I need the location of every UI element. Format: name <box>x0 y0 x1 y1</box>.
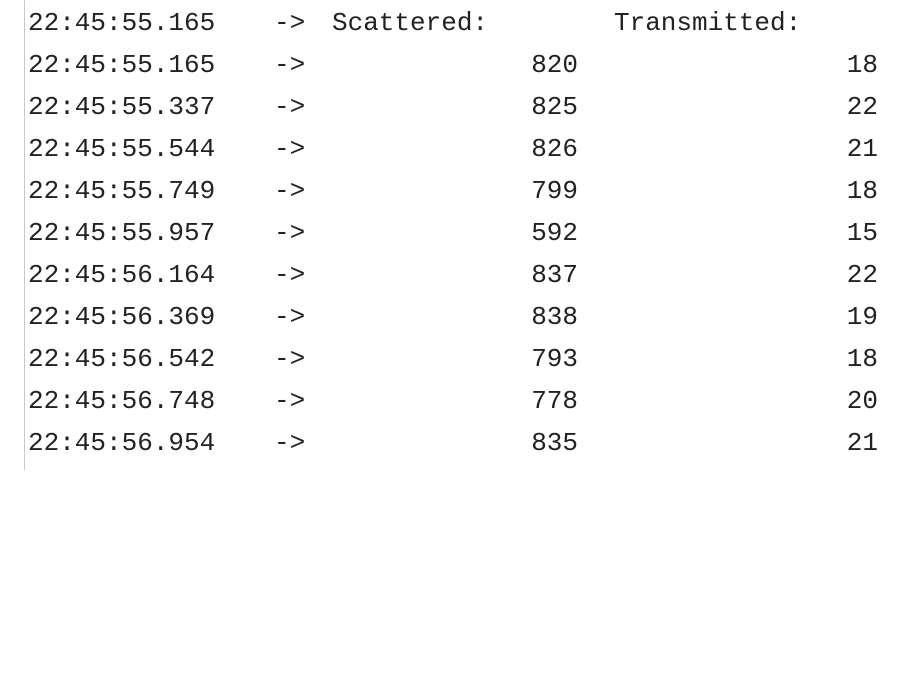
log-line: 22:45:56.164 -> 837 22 <box>28 254 888 296</box>
log-arrow: -> <box>274 50 306 80</box>
log-line: 22:45:55.165 -> 820 18 <box>28 44 888 86</box>
log-timestamp: 22:45:56.954 <box>28 428 216 458</box>
scattered-value: 826 <box>531 134 578 164</box>
output-left-border <box>24 0 25 470</box>
transmitted-value: 18 <box>846 50 878 80</box>
header-arrow: -> <box>274 8 306 38</box>
scattered-value: 837 <box>531 260 578 290</box>
scattered-value: 793 <box>531 344 578 374</box>
log-line: 22:45:56.369 -> 838 19 <box>28 296 888 338</box>
transmitted-value: 20 <box>846 386 878 416</box>
log-timestamp: 22:45:56.748 <box>28 386 216 416</box>
log-arrow: -> <box>274 302 306 332</box>
scattered-value: 592 <box>531 218 578 248</box>
log-timestamp: 22:45:55.749 <box>28 176 216 206</box>
transmitted-value: 18 <box>846 176 878 206</box>
log-line: 22:45:56.954 -> 835 21 <box>28 422 888 464</box>
log-line: 22:45:56.748 -> 778 20 <box>28 380 888 422</box>
log-timestamp: 22:45:56.542 <box>28 344 216 374</box>
scattered-value: 825 <box>531 92 578 122</box>
scattered-value: 835 <box>531 428 578 458</box>
log-arrow: -> <box>274 260 306 290</box>
log-arrow: -> <box>274 218 306 248</box>
scattered-value: 799 <box>531 176 578 206</box>
column-header-transmitted: Transmitted: <box>614 8 802 38</box>
transmitted-value: 15 <box>846 218 878 248</box>
scattered-value: 778 <box>531 386 578 416</box>
log-arrow: -> <box>274 386 306 416</box>
transmitted-value: 18 <box>846 344 878 374</box>
log-timestamp: 22:45:55.957 <box>28 218 216 248</box>
log-line: 22:45:55.337 -> 825 22 <box>28 86 888 128</box>
transmitted-value: 21 <box>846 134 878 164</box>
log-arrow: -> <box>274 428 306 458</box>
transmitted-value: 21 <box>846 428 878 458</box>
log-header-line: 22:45:55.165 -> Scattered: Transmitted: <box>28 2 888 44</box>
log-line: 22:45:56.542 -> 793 18 <box>28 338 888 380</box>
column-header-scattered: Scattered: <box>332 8 489 38</box>
log-line: 22:45:55.749 -> 799 18 <box>28 170 888 212</box>
log-arrow: -> <box>274 344 306 374</box>
transmitted-value: 22 <box>846 92 878 122</box>
log-timestamp: 22:45:56.369 <box>28 302 216 332</box>
transmitted-value: 19 <box>846 302 878 332</box>
log-line: 22:45:55.957 -> 592 15 <box>28 212 888 254</box>
header-timestamp: 22:45:55.165 <box>28 8 216 38</box>
log-arrow: -> <box>274 134 306 164</box>
scattered-value: 820 <box>531 50 578 80</box>
log-timestamp: 22:45:55.337 <box>28 92 216 122</box>
transmitted-value: 22 <box>846 260 878 290</box>
log-arrow: -> <box>274 176 306 206</box>
log-arrow: -> <box>274 92 306 122</box>
log-line: 22:45:55.544 -> 826 21 <box>28 128 888 170</box>
log-timestamp: 22:45:56.164 <box>28 260 216 290</box>
serial-monitor-output[interactable]: 22:45:55.165 -> Scattered: Transmitted: … <box>0 0 905 482</box>
scattered-value: 838 <box>531 302 578 332</box>
log-timestamp: 22:45:55.544 <box>28 134 216 164</box>
log-timestamp: 22:45:55.165 <box>28 50 216 80</box>
